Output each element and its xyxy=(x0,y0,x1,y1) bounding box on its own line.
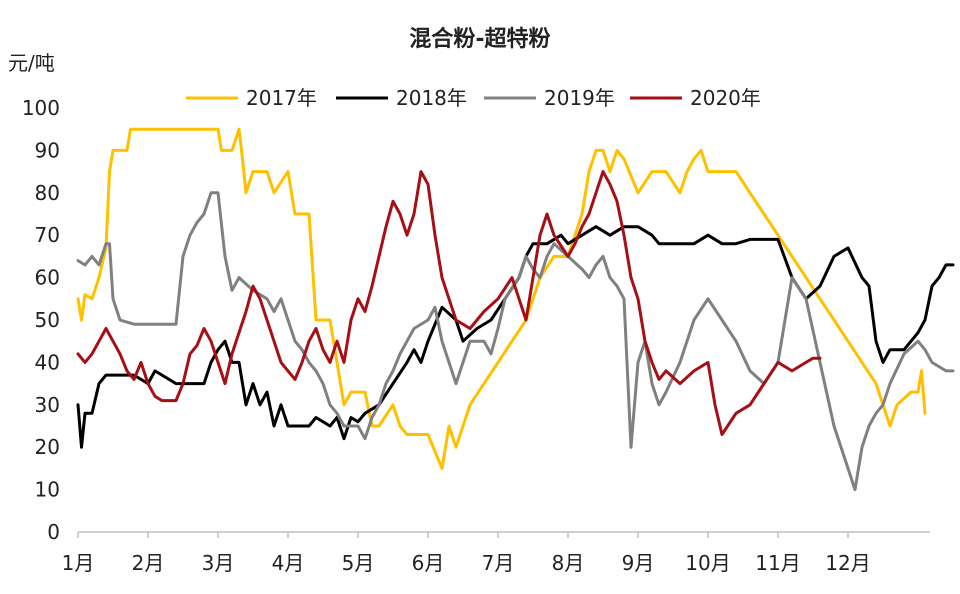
y-tick-label: 40 xyxy=(35,350,60,374)
x-axis-ticks: 1月 2月 3月 4月 5月 6月 7月 8月 9月 10月 11月 12月 xyxy=(62,532,871,575)
series-line-2 xyxy=(76,225,955,449)
x-tick-label: 6月 xyxy=(412,551,445,575)
y-axis-unit: 元/吨 xyxy=(8,51,55,75)
y-tick-label: 60 xyxy=(35,266,60,290)
series-line-4 xyxy=(76,170,822,436)
x-tick-label: 9月 xyxy=(622,551,655,575)
legend-label: 2020年 xyxy=(690,86,761,110)
y-tick-label: 30 xyxy=(35,393,60,417)
x-tick-label: 7月 xyxy=(482,551,515,575)
y-tick-label: 100 xyxy=(22,96,60,120)
y-tick-label: 20 xyxy=(35,435,60,459)
y-tick-label: 0 xyxy=(47,520,60,544)
y-tick-label: 10 xyxy=(35,478,60,502)
legend: 2017年 2018年 2019年 2020年 xyxy=(186,86,761,110)
legend-label: 2019年 xyxy=(544,86,615,110)
x-tick-label: 4月 xyxy=(272,551,305,575)
x-tick-label: 1月 xyxy=(62,551,95,575)
y-tick-label: 50 xyxy=(35,308,60,332)
y-tick-label: 70 xyxy=(35,223,60,247)
x-tick-label: 12月 xyxy=(825,551,870,575)
legend-label: 2018年 xyxy=(396,86,467,110)
chart-title: 混合粉-超特粉 xyxy=(409,26,550,52)
y-axis-ticks: 0 10 20 30 40 50 60 70 80 90 100 xyxy=(22,96,60,544)
series-group xyxy=(76,127,955,492)
x-tick-label: 2月 xyxy=(132,551,165,575)
series-line-3 xyxy=(76,191,955,492)
x-tick-label: 3月 xyxy=(202,551,235,575)
x-tick-label: 11月 xyxy=(755,551,800,575)
y-tick-label: 80 xyxy=(35,181,60,205)
y-tick-label: 90 xyxy=(35,138,60,162)
legend-label: 2017年 xyxy=(246,86,317,110)
x-tick-label: 5月 xyxy=(342,551,375,575)
series-line-1 xyxy=(76,127,927,470)
x-tick-label: 10月 xyxy=(685,551,730,575)
x-tick-label: 8月 xyxy=(552,551,585,575)
